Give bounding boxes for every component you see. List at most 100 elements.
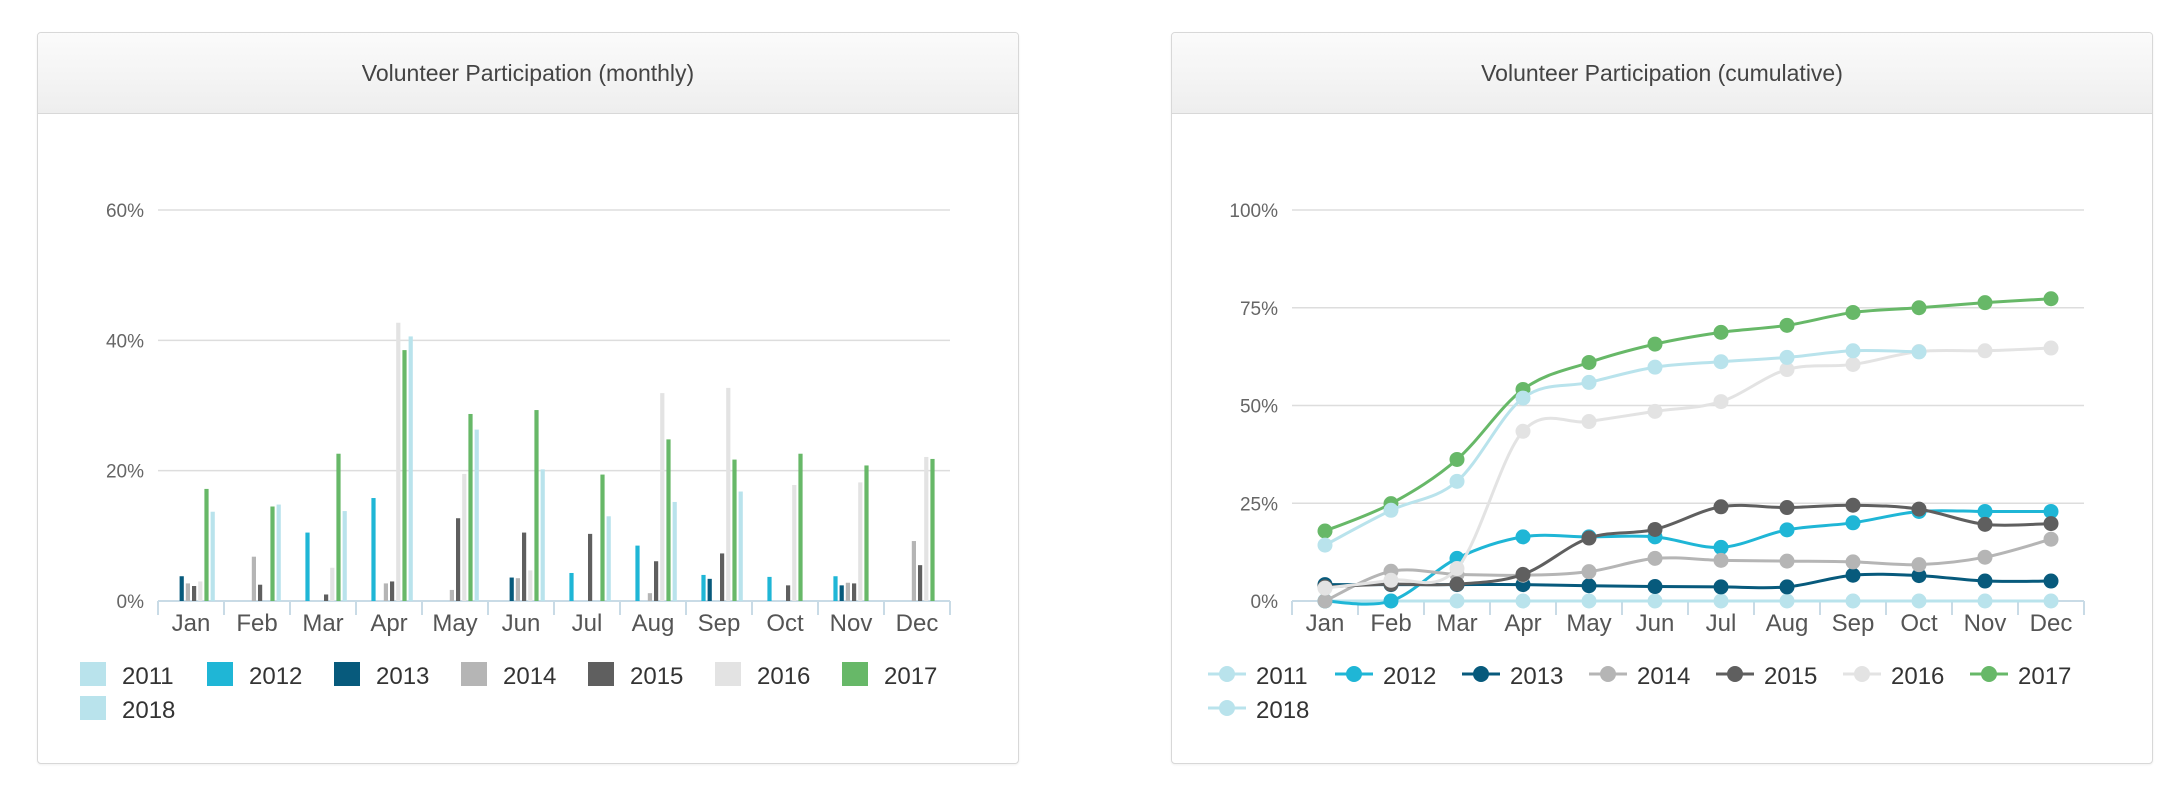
x-tick-label: May: [432, 610, 477, 637]
data-point: [2043, 516, 2059, 532]
bar: [390, 581, 395, 601]
x-tick-label: Apr: [370, 610, 407, 637]
legend-label: 2017: [884, 663, 937, 690]
legend-item: 2018: [1208, 697, 1309, 724]
bar: [660, 393, 665, 601]
data-point: [1845, 356, 1861, 372]
y-tick-label: 50%: [1240, 397, 1278, 418]
data-point: [1911, 344, 1927, 360]
data-point: [1647, 336, 1663, 352]
bar: [918, 565, 923, 601]
data-point: [1713, 354, 1729, 370]
data-point: [1977, 516, 1993, 532]
data-point: [1647, 579, 1663, 595]
data-point: [1911, 557, 1927, 573]
data-point: [2043, 531, 2059, 547]
bar: [635, 545, 640, 601]
bar: [522, 532, 527, 601]
y-tick-label: 25%: [1240, 494, 1278, 515]
bar: [408, 336, 413, 601]
legend-swatch: [842, 662, 868, 686]
data-point: [1713, 539, 1729, 555]
data-point: [1713, 499, 1729, 515]
y-tick-label: 0%: [1251, 592, 1279, 613]
x-tick-label: Aug: [632, 610, 675, 637]
bar: [383, 583, 388, 601]
data-point: [1911, 568, 1927, 584]
legend-swatch: [715, 662, 741, 686]
y-tick-label: 100%: [1229, 201, 1278, 222]
data-point: [2043, 573, 2059, 589]
bar: [462, 473, 467, 601]
bar: [726, 387, 731, 601]
x-tick-label: Dec: [896, 610, 939, 637]
data-point: [1977, 593, 1993, 609]
legend-swatch-marker: [1219, 666, 1235, 682]
bar: [276, 504, 281, 601]
legend-swatch-marker: [1854, 666, 1870, 682]
data-point: [1581, 374, 1597, 390]
legend-swatch: [207, 662, 233, 686]
data-point: [1977, 343, 1993, 359]
data-point: [1581, 530, 1597, 546]
y-tick-label: 75%: [1240, 299, 1278, 320]
legend-label: 2016: [757, 663, 810, 690]
bar: [798, 453, 803, 601]
data-point: [1383, 502, 1399, 518]
data-point: [1449, 576, 1465, 592]
legend-item: 2011: [1208, 663, 1308, 690]
legend-swatch-marker: [1473, 666, 1489, 682]
cumulative-line-chart: 0% 25% 50% 75% 100% Jan Feb Mar Apr May Jun Jul Aug S…: [1208, 201, 2085, 724]
legend-item: 2014: [1589, 663, 1690, 690]
monthly-bar-chart: 0% 20% 40% 60% Jan Feb Mar Apr May Jun Jul Aug Sep Oc…: [80, 201, 951, 724]
data-point: [1647, 359, 1663, 375]
legend-label: 2016: [1891, 663, 1944, 690]
monthly-chart-panel: Volunteer Participation (monthly) 0% 20% 4…: [37, 32, 1019, 764]
bar: [786, 585, 791, 601]
data-point: [1449, 451, 1465, 467]
data-point: [1779, 579, 1795, 595]
x-tick-label: Sep: [1832, 610, 1875, 637]
bar: [858, 482, 863, 601]
legend-item: 2012: [207, 662, 302, 690]
data-point: [1647, 550, 1663, 566]
data-point: [1977, 503, 1993, 519]
bar: [204, 488, 209, 601]
data-point: [1515, 566, 1531, 582]
chart-title: Volunteer Participation (cumulative): [1172, 33, 2152, 114]
y-tick-label: 60%: [106, 201, 144, 222]
legend-item: 2013: [334, 662, 429, 690]
data-point: [1515, 529, 1531, 545]
legend-item: 2014: [461, 662, 556, 690]
x-tick-label: Feb: [236, 610, 277, 637]
data-point: [1515, 390, 1531, 406]
bar: [336, 453, 341, 601]
data-point: [2043, 593, 2059, 609]
x-tick-label: Jan: [172, 610, 211, 637]
bar: [185, 583, 190, 601]
bar: [911, 541, 916, 601]
legend-label: 2015: [630, 663, 683, 690]
bar: [192, 586, 197, 601]
data-point: [1779, 522, 1795, 538]
bar: [198, 581, 203, 601]
bar: [606, 516, 611, 601]
bar: [270, 506, 275, 601]
bar: [738, 491, 743, 601]
legend-swatch-marker: [1600, 666, 1616, 682]
legend-item: 2015: [588, 662, 683, 690]
bar: [449, 589, 454, 601]
bar: [456, 518, 461, 601]
data-point: [1317, 580, 1333, 596]
data-point: [1845, 343, 1861, 359]
legend-label: 2018: [122, 697, 175, 724]
legend-swatch: [80, 696, 106, 720]
data-point: [1911, 593, 1927, 609]
bar: [330, 567, 335, 601]
series-line: [1324, 537, 2052, 603]
bar: [371, 498, 376, 601]
data-point: [1581, 414, 1597, 430]
data-point: [1449, 473, 1465, 489]
data-point: [1581, 578, 1597, 594]
legend-label: 2013: [1510, 663, 1563, 690]
